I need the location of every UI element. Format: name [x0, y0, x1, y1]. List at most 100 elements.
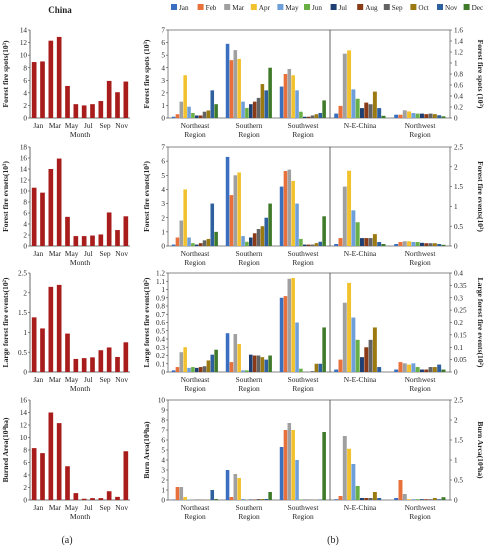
chart-a2-ytick-3: 6: [23, 210, 27, 218]
chart-a1-xtick-may: May: [65, 121, 79, 130]
chart-a2-ytick-2: 4: [23, 221, 27, 229]
chart-a3-ytick-2: 1: [23, 329, 27, 337]
chart-b3-right-bar-northwest-region-nov: [437, 364, 442, 372]
chart-b3-left-xtick-southwest-region-1: Region: [292, 384, 314, 393]
chart-a3-bar-sep: [98, 350, 104, 372]
chart-a4-ylabel: Burned Area(10⁴ha): [1, 417, 10, 482]
chart-b2-left-ytick-5: 5: [161, 172, 165, 180]
chart-a2-bar-oct: [106, 212, 112, 246]
chart-b1-right-ytick-7: 1.4: [454, 38, 463, 46]
chart-b3-right: 0 0.05 0.1 0.15 0.2 0.25 0.3 0.35 0.4 N-E-China No…: [329, 270, 485, 393]
chart-b3-left-bar-southwest-region-jun: [299, 368, 303, 372]
chart-b3-right-bar-northwest-region-jun: [415, 367, 420, 372]
chart-a3-xtick-jan: Jan: [33, 375, 43, 384]
chart-a2-ytick-4: 8: [23, 199, 27, 207]
chart-b3-right-ytick-2: 0.1: [454, 344, 463, 352]
chart-b2-left-bar-northeast-region-jun: [191, 243, 195, 246]
chart-b3-left-bar-northeast-region-dec: [214, 349, 218, 372]
chart-b1-right-ytick-1: 0.2: [454, 104, 463, 112]
chart-b2-left-xtick-northeast-region-0: Northeast: [181, 249, 211, 258]
chart-b4-left-ytick-2: 2: [161, 477, 165, 485]
chart-a2-bar-may: [65, 216, 70, 246]
chart-a3-bar-mar: [48, 286, 54, 372]
chart-b1-left-bar-southwest-region-nov: [318, 112, 323, 118]
chart-a1-ylabel: Forest fire spots(10³): [1, 40, 10, 107]
chart-a2-ytick-6: 12: [20, 177, 28, 185]
panel-b-label: (b): [327, 535, 339, 546]
chart-b1-left-ylabel: Forest fire spots (10³): [142, 39, 151, 108]
chart-b3-left-bar-southwest-region-feb: [283, 296, 288, 372]
chart-b1-right-bar-northwest-region-aug: [424, 114, 429, 118]
chart-b2-right-bar-northwest-region-jan: [394, 244, 399, 246]
chart-b1-left-bar-southwest-region-apr: [291, 75, 295, 118]
chart-a1-bar-mar: [48, 40, 54, 118]
legend-label-jul: Jul: [339, 4, 347, 12]
chart-b3-right-bar-n-e-china-mar: [342, 302, 347, 372]
chart-a2-ytick-7: 14: [20, 166, 28, 174]
chart-b4-left-xtick-northeast-region-0: Northeast: [181, 503, 211, 512]
chart-b2-left-bar-southwest-region-jun: [299, 238, 303, 246]
chart-b3-left-bar-northeast-region-sep: [202, 366, 207, 372]
chart-b2-left-bar-northeast-region-jul: [195, 244, 199, 246]
chart-b4-right-bar-northwest-region-dec: [441, 497, 446, 500]
chart-a2-bar-jul: [81, 236, 87, 246]
chart-b1-right-bar-northwest-region-jun: [415, 113, 420, 118]
chart-b2-left-ylabel: Forest fire evnets(10³): [142, 161, 151, 232]
chart-b3-left-ytick-2: 0.2: [156, 352, 165, 360]
chart-b3-right-bar-northwest-region-dec: [441, 369, 446, 372]
chart-b3-left-xtick-northeast-region-0: Northeast: [181, 375, 211, 384]
chart-a4-ytick-6: 12: [20, 422, 28, 430]
chart-b1-right-bar-n-e-china-nov: [377, 108, 382, 118]
chart-b2-left-bar-northeast-region-nov: [210, 203, 215, 246]
chart-b4-left-xtick-southwest-region-1: Region: [292, 512, 314, 521]
chart-b4-left-xtick-southern-region-0: Southern: [236, 503, 263, 512]
chart-b4-right-ytick-1: 0.5: [454, 477, 463, 485]
chart-b4-left-ytick-3: 3: [161, 467, 165, 475]
chart-b2-left-ytick-6: 6: [161, 158, 165, 166]
chart-b2-left-bar-southwest-region-apr: [291, 180, 295, 246]
chart-a4: 0 2 4 6 8 10 12 14 16 Jan Mar May Jul Sep Nov Month Burn…: [1, 397, 130, 521]
chart-b1-left-bar-southwest-region-may: [295, 90, 299, 118]
chart-b2-left-xtick-northeast-region-1: Region: [184, 258, 206, 267]
chart-b4-right-bar-northwest-region-aug: [424, 499, 429, 500]
chart-b4-left-ytick-7: 7: [161, 427, 165, 435]
chart-b1-left-bar-southern-region-dec: [268, 67, 272, 118]
chart-b1-right-bar-n-e-china-apr: [347, 50, 352, 118]
chart-b4-left-bar-southwest-region-nov: [318, 499, 323, 500]
chart-b1-right: 0 0.2 0.4 0.6 0.8 1 1.2 1.4 1.6 N-E-China Northwes…: [329, 27, 485, 139]
chart-b4-left: 012345678910NortheastRegionSouthernRegio…: [142, 397, 331, 521]
chart-a4-xlabel: Month: [70, 512, 90, 521]
chart-b3-left-bar-northeast-region-nov: [210, 354, 215, 372]
chart-a2-bar-nov: [115, 230, 120, 246]
chart-b3-left-ytick-8: 0.8: [156, 303, 165, 311]
chart-b1-left-bar-southwest-region-jan: [279, 86, 284, 118]
chart-b4-left-bar-southwest-region-mar: [287, 423, 292, 500]
chart-a3-xtick-may: May: [65, 375, 79, 384]
chart-b3-left-bar-southern-region-sep: [256, 355, 261, 372]
chart-b2-left-bar-southwest-region-mar: [287, 169, 292, 246]
chart-b2-right-bar-n-e-china-nov: [377, 242, 382, 246]
chart-a3-ytick-1: 0.5: [18, 349, 27, 357]
chart-b3-left-bar-southern-region-jan: [225, 333, 230, 372]
chart-b4-right-bar-northwest-region-jun: [415, 499, 420, 500]
chart-b2-right-bar-n-e-china-jul: [360, 238, 364, 246]
chart-a1-bar-dec: [123, 81, 129, 118]
chart-b2-left-bar-southern-region-oct: [260, 226, 265, 246]
chart-a2-bar-jan: [31, 187, 37, 246]
chart-b4-left-bar-southwest-region-feb: [283, 430, 288, 500]
chart-a1-xtick-jul: Jul: [84, 121, 93, 130]
chart-b2-right-bar-n-e-china-jan: [334, 244, 339, 246]
chart-b1-left: 01234567NortheastRegionSouthernRegionSou…: [142, 27, 331, 139]
chart-b2-right-bar-northwest-region-aug: [424, 243, 429, 246]
chart-b1-left-bar-northeast-region-feb: [175, 114, 180, 118]
chart-b4-left-bar-southern-region-mar: [233, 474, 238, 500]
chart-a3-xtick-mar: Mar: [49, 375, 62, 384]
chart-b3-left-bar-northeast-region-feb: [175, 367, 180, 372]
chart-b1-left-bar-northeast-region-apr: [183, 75, 187, 118]
chart-b4-left-bar-southwest-region-dec: [322, 432, 326, 500]
legend-swatch-dec: [463, 4, 470, 10]
chart-b4-right-ytick-3: 1.5: [454, 437, 463, 445]
chart-b2-right-frame: [329, 146, 451, 247]
chart-b3-right-bar-northwest-region-mar: [402, 363, 407, 372]
